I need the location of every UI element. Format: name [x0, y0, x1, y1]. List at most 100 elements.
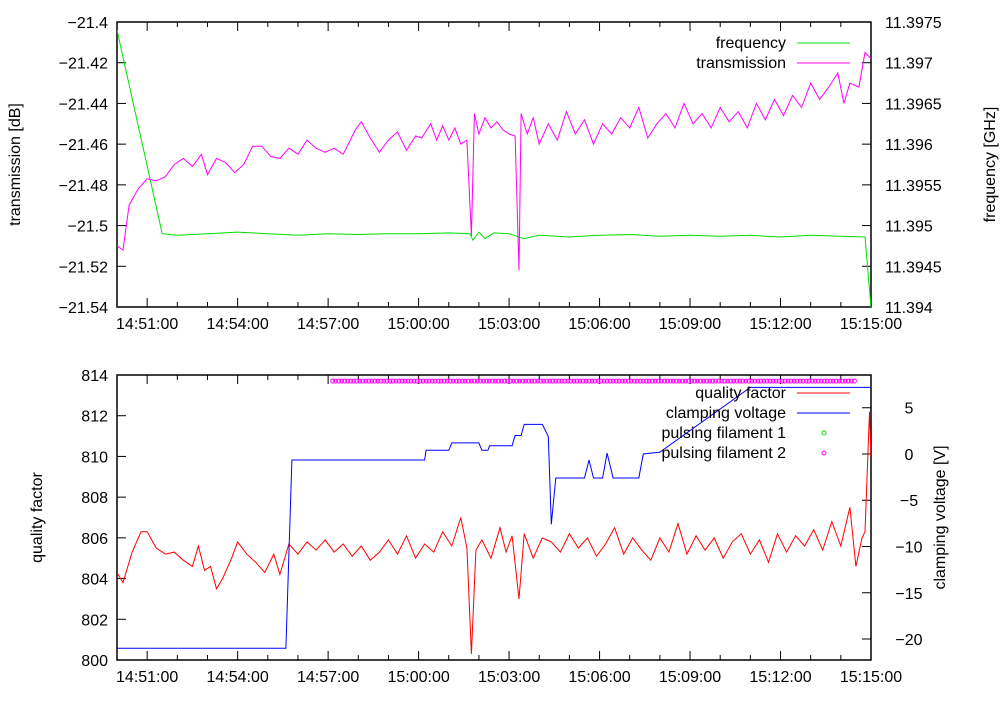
pulsing-filament-2-point: [381, 378, 387, 384]
pulsing-filament-2-point: [562, 378, 568, 384]
pulsing-filament-2-point: [465, 378, 471, 384]
x-tick-label: 14:54:00: [206, 669, 268, 686]
pulsing-filament-2-point: [797, 378, 803, 384]
y-tick-label: −21.5: [68, 219, 109, 236]
pulsing-filament-2-point: [782, 378, 788, 384]
pulsing-filament-2-point: [529, 378, 535, 384]
pulsing-filament-2-point: [586, 378, 592, 384]
y2-tick-label: −5: [900, 493, 918, 510]
pulsing-filament-2-point: [695, 378, 701, 384]
x-tick-label: 14:51:00: [116, 669, 178, 686]
pulsing-filament-2-point: [634, 378, 640, 384]
pulsing-filament-2-point: [553, 378, 559, 384]
pulsing-filament-2-point: [544, 378, 550, 384]
pulsing-filament-2-point: [619, 378, 625, 384]
y2-tick-label: 11.394: [885, 300, 933, 317]
pulsing-filament-2-point: [336, 378, 342, 384]
pulsing-filament-2-point: [625, 378, 631, 384]
legend-marker-pulsing-filament-1: [821, 430, 827, 436]
x-tick-label: 15:06:00: [568, 316, 630, 333]
pulsing-filament-2-point: [345, 378, 351, 384]
x-tick-label: 15:12:00: [749, 316, 811, 333]
x-tick-label: 15:03:00: [478, 669, 540, 686]
frequency-line: [117, 29, 871, 307]
legend-label-pulsing-filament-1: pulsing filament 1: [661, 425, 786, 442]
pulsing-filament-2-point: [818, 378, 824, 384]
y-tick-label: 804: [81, 572, 108, 589]
pulsing-filament-2-point: [637, 378, 643, 384]
pulsing-filament-2-point: [773, 378, 779, 384]
pulsing-filament-2-point: [477, 378, 483, 384]
pulsing-filament-2-point: [658, 378, 664, 384]
y-tick-label: 812: [81, 409, 108, 426]
pulsing-filament-2-point: [571, 378, 577, 384]
pulsing-filament-2-point: [456, 378, 462, 384]
y-tick-label: −21.54: [59, 300, 108, 317]
pulsing-filament-2-point: [408, 378, 414, 384]
pulsing-filament-2-point: [474, 378, 480, 384]
pulsing-filament-2-point: [339, 378, 345, 384]
pulsing-filament-2-point: [577, 378, 583, 384]
x-tick-label: 15:03:00: [478, 316, 540, 333]
pulsing-filament-2-point: [390, 378, 396, 384]
y2-tick-label: 11.395: [885, 219, 933, 236]
x-tick-label: 15:00:00: [387, 316, 449, 333]
pulsing-filament-2-point: [505, 378, 511, 384]
pulsing-filament-2-point: [791, 378, 797, 384]
x-tick-label: 14:51:00: [116, 316, 178, 333]
pulsing-filament-2-point: [493, 378, 499, 384]
pulsing-filament-2-point: [734, 378, 740, 384]
plot-frame: [116, 374, 872, 661]
pulsing-filament-2-point: [538, 378, 544, 384]
pulsing-filament-2-point: [423, 378, 429, 384]
pulsing-filament-2-point: [574, 378, 580, 384]
pulsing-filament-2-point: [731, 378, 737, 384]
pulsing-filament-2-point: [559, 378, 565, 384]
pulsing-filament-2-point: [414, 378, 420, 384]
pulsing-filament-2-point: [845, 378, 851, 384]
pulsing-filament-2-point: [453, 378, 459, 384]
pulsing-filament-2-point: [411, 378, 417, 384]
pulsing-filament-2-point: [378, 378, 384, 384]
pulsing-filament-2-point: [698, 378, 704, 384]
pulsing-filament-2-point: [646, 378, 652, 384]
pulsing-filament-2-point: [836, 378, 842, 384]
legend-marker-pulsing-filament-2: [821, 450, 827, 456]
pulsing-filament-2-point: [375, 378, 381, 384]
pulsing-filament-2-point: [686, 378, 692, 384]
pulsing-filament-2-point: [333, 378, 339, 384]
y2-tick-label: 5: [905, 401, 914, 418]
y-tick-label: −21.42: [59, 56, 108, 73]
y-tick-label: 810: [81, 449, 108, 466]
pulsing-filament-2-point: [722, 378, 728, 384]
pulsing-filament-2-point: [707, 378, 713, 384]
pulsing-filament-2-point: [483, 378, 489, 384]
x-tick-label: 15:06:00: [568, 669, 630, 686]
pulsing-filament-2-point: [604, 378, 610, 384]
pulsing-filament-2-point: [713, 378, 719, 384]
pulsing-filament-2-point: [520, 378, 526, 384]
pulsing-filament-2-point: [471, 378, 477, 384]
y2-tick-label: −20: [895, 632, 922, 649]
legend-label-clamping-voltage: clamping voltage: [666, 405, 786, 422]
pulsing-filament-2-point: [649, 378, 655, 384]
pulsing-filament-2-point: [800, 378, 806, 384]
y2-tick-label: 0: [905, 447, 914, 464]
pulsing-filament-2-point: [595, 378, 601, 384]
pulsing-filament-2-point: [785, 378, 791, 384]
pulsing-filament-2-point: [839, 378, 845, 384]
pulsing-filament-2-point: [631, 378, 637, 384]
y2-tick-label: 11.3965: [885, 96, 942, 113]
y2-tick-label: −15: [895, 586, 922, 603]
pulsing-filament-2-point: [444, 378, 450, 384]
x-tick-label: 15:09:00: [659, 316, 721, 333]
pulsing-filament-2-point: [499, 378, 505, 384]
y2-tick-label: 11.397: [885, 56, 933, 73]
pulsing-filament-2-point: [417, 378, 423, 384]
pulsing-filament-2-point: [480, 378, 486, 384]
pulsing-filament-2-point: [728, 378, 734, 384]
legend-label-transmission: transmission: [696, 55, 786, 72]
pulsing-filament-2-point: [764, 378, 770, 384]
pulsing-filament-2-point: [710, 378, 716, 384]
